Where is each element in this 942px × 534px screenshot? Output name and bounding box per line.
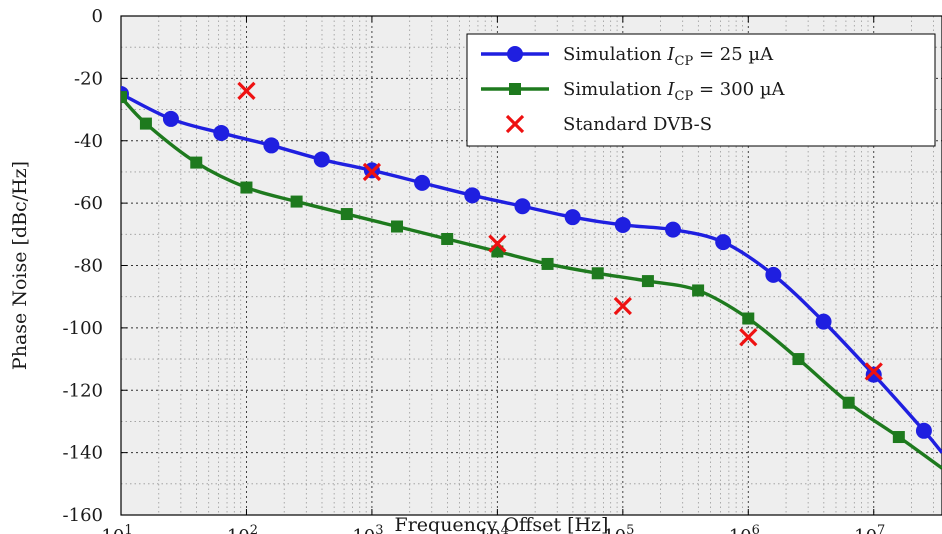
- legend-label: Simulation ICP = 300 µA: [563, 79, 786, 104]
- series-3: [237, 81, 883, 381]
- marker-stroke: [864, 362, 883, 381]
- data-point-marker: [765, 266, 782, 283]
- data-point-marker: [739, 328, 758, 347]
- marker-stroke: [613, 296, 632, 316]
- x-tick-label: 107: [854, 523, 885, 534]
- data-point-marker: [915, 422, 932, 439]
- data-point-marker: [263, 137, 280, 154]
- data-point-marker: [665, 221, 682, 238]
- x-axis-label: Frequency Offset [Hz]: [395, 514, 609, 534]
- data-point-marker: [441, 232, 454, 245]
- y-axis-label: Phase Noise [dBc/Hz]: [9, 161, 31, 370]
- data-point-marker: [391, 220, 404, 233]
- data-point-marker: [162, 110, 179, 127]
- x-tick-label: 101: [101, 523, 132, 534]
- data-point-marker: [864, 362, 883, 381]
- data-point-marker: [564, 209, 581, 226]
- y-tick-label: -60: [74, 193, 103, 214]
- data-point-marker: [541, 257, 554, 270]
- marker-stroke: [505, 114, 525, 134]
- data-point-marker: [190, 156, 203, 169]
- y-tick-label: -20: [74, 68, 103, 89]
- data-point-marker: [121, 91, 127, 104]
- series-1: [121, 85, 942, 454]
- legend: Simulation ICP = 25 µA Simulation ICP = 3…: [466, 33, 936, 147]
- data-point-marker: [715, 234, 732, 251]
- y-tick-label: 0: [92, 6, 103, 27]
- legend-label: Standard DVB-S: [563, 114, 712, 135]
- data-point-marker: [290, 195, 303, 208]
- marker-stroke: [237, 81, 256, 100]
- data-point-marker: [591, 267, 604, 280]
- data-point-marker: [614, 216, 631, 233]
- y-tick-label: -140: [63, 443, 103, 464]
- legend-item: Simulation ICP = 300 µA: [481, 79, 786, 104]
- x-tick-label: 105: [603, 523, 634, 534]
- data-point-marker: [505, 114, 525, 134]
- legend-item: Simulation ICP = 25 µA: [481, 44, 774, 69]
- x-tick-label: 106: [729, 523, 760, 534]
- data-point-marker: [313, 151, 330, 168]
- data-point-marker: [514, 198, 531, 215]
- marker-stroke: [739, 328, 758, 347]
- data-point-marker: [613, 296, 632, 316]
- data-point-marker: [507, 46, 523, 62]
- data-point-marker: [815, 313, 832, 330]
- y-tick-label: -80: [74, 256, 103, 277]
- data-point-marker: [842, 396, 855, 409]
- x-tick-label: 103: [352, 523, 383, 534]
- y-tick-label: -40: [74, 131, 103, 152]
- data-point-marker: [240, 181, 253, 194]
- y-tick-label: -160: [63, 505, 103, 526]
- data-point-marker: [362, 162, 382, 182]
- marker-stroke: [488, 234, 507, 253]
- minor-grid: [121, 16, 942, 515]
- legend-item: Standard DVB-S: [505, 114, 712, 135]
- data-point-marker: [892, 431, 905, 444]
- series-2: [121, 91, 942, 470]
- data-point-marker: [488, 234, 507, 253]
- data-point-marker: [742, 312, 755, 325]
- series-layer: [121, 81, 942, 470]
- marker-stroke: [362, 162, 382, 182]
- data-point-marker: [792, 353, 805, 366]
- y-tick-label: -100: [63, 318, 103, 339]
- y-tick-label: -120: [63, 380, 103, 401]
- x-tick-label: 104: [478, 523, 509, 534]
- data-point-marker: [692, 284, 705, 297]
- data-point-marker: [213, 124, 230, 141]
- data-point-marker: [237, 81, 256, 100]
- data-point-marker: [464, 187, 481, 204]
- data-point-marker: [641, 275, 654, 288]
- data-point-marker: [139, 117, 152, 130]
- data-point-marker: [865, 366, 882, 383]
- data-point-marker: [509, 83, 521, 95]
- data-point-marker: [340, 208, 353, 221]
- data-point-marker: [414, 174, 431, 191]
- x-tick-label: 102: [227, 523, 258, 534]
- legend-label: Simulation ICP = 25 µA: [563, 44, 774, 69]
